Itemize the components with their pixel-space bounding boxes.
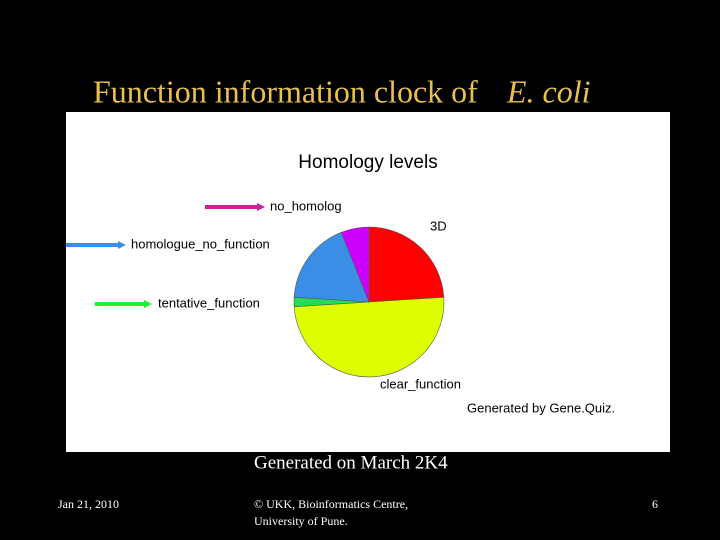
chart-note: Generated by Gene.Quiz.: [467, 400, 615, 415]
arrow-head: [144, 300, 152, 308]
slice-label: homologue_no_function: [131, 236, 270, 251]
chart-title: Homology levels: [298, 152, 437, 173]
footer-credit: © UKK, Bioinformatics Centre,: [254, 497, 408, 511]
pie-slice: [293, 231, 370, 303]
pie-slice: [368, 226, 445, 303]
slice-label: 3D: [430, 218, 447, 233]
footer-credit: University of Pune.: [254, 514, 348, 528]
caption: Generated on March 2K4: [254, 452, 448, 473]
pie-slice: [341, 226, 370, 303]
slice-label: clear_function: [380, 376, 461, 391]
slide-title-italic: E. coli: [506, 73, 591, 109]
footer-date: Jan 21, 2010: [58, 497, 119, 511]
arrow-head: [257, 203, 265, 211]
slice-label: no_homolog: [270, 198, 342, 213]
slice-label: tentative_function: [158, 295, 260, 310]
page-number: 6: [652, 497, 658, 511]
slide-title: Function information clock of: [93, 73, 478, 109]
arrow-head: [118, 241, 126, 249]
pie-slice: [293, 296, 445, 378]
